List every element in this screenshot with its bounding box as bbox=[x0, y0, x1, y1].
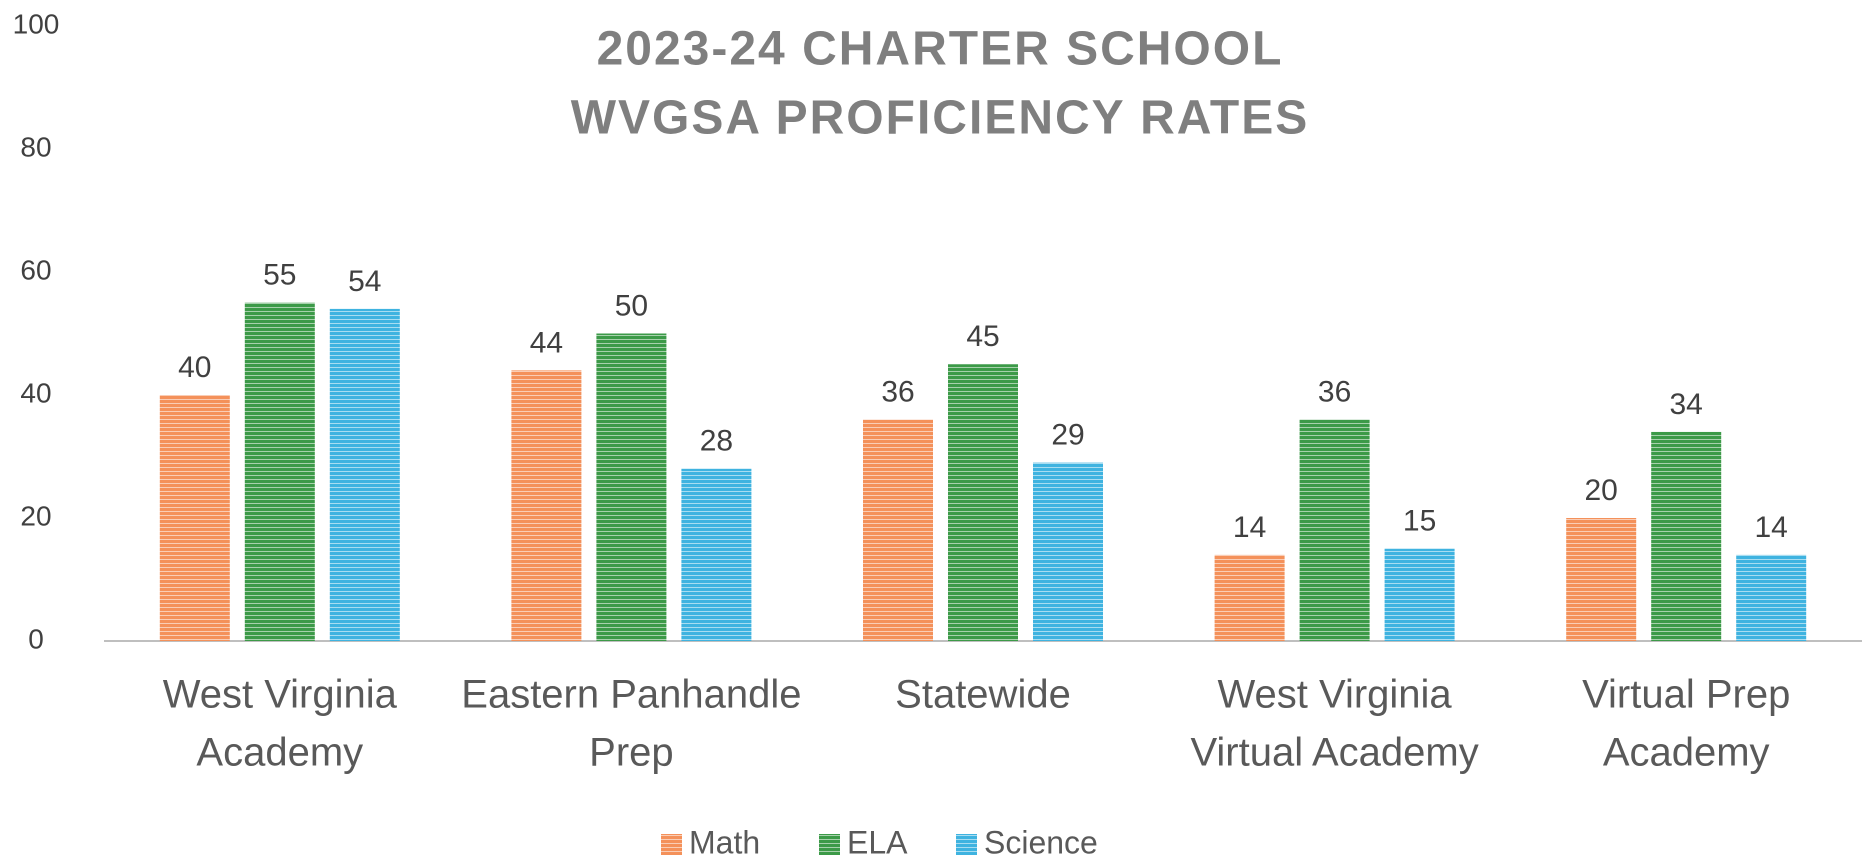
y-tick-label: 40 bbox=[20, 377, 51, 408]
y-tick-label: 0 bbox=[28, 623, 44, 654]
legend-swatch bbox=[661, 834, 682, 855]
bar bbox=[329, 308, 400, 641]
x-tick-label: Statewide bbox=[895, 673, 1071, 717]
legend-swatch bbox=[956, 834, 977, 855]
data-label: 34 bbox=[1670, 388, 1703, 421]
x-tick-label: Prep bbox=[589, 731, 674, 775]
bar bbox=[1651, 431, 1722, 641]
y-tick-label: 80 bbox=[20, 131, 51, 162]
bar bbox=[681, 468, 752, 641]
x-tick-label: Virtual Prep bbox=[1582, 673, 1790, 717]
bar bbox=[863, 419, 933, 641]
legend-label: ELA bbox=[847, 824, 908, 860]
data-label: 40 bbox=[178, 351, 211, 384]
data-label: 29 bbox=[1051, 419, 1084, 452]
bar bbox=[244, 302, 315, 641]
data-label: 28 bbox=[700, 425, 733, 458]
legend-label: Science bbox=[984, 824, 1098, 860]
x-tick-label: Academy bbox=[196, 731, 363, 775]
bar bbox=[1214, 554, 1285, 641]
data-label: 50 bbox=[615, 289, 648, 322]
chart-title: 2023-24 CHARTER SCHOOL bbox=[597, 23, 1284, 76]
bar bbox=[1566, 518, 1637, 641]
data-label: 44 bbox=[530, 326, 563, 359]
x-tick-label: Eastern Panhandle bbox=[461, 673, 801, 717]
data-label: 36 bbox=[881, 376, 914, 409]
data-label: 20 bbox=[1585, 474, 1618, 507]
bar bbox=[948, 364, 1018, 641]
data-label: 45 bbox=[966, 320, 999, 353]
bar bbox=[1384, 548, 1455, 641]
x-tick-label: West Virginia bbox=[163, 673, 398, 717]
bar bbox=[1736, 554, 1807, 641]
y-tick-label: 60 bbox=[20, 254, 51, 285]
bar bbox=[159, 395, 230, 641]
bar bbox=[596, 333, 667, 641]
data-label: 14 bbox=[1755, 511, 1788, 544]
y-tick-label: 20 bbox=[20, 500, 51, 531]
data-label: 36 bbox=[1318, 376, 1351, 409]
data-label: 15 bbox=[1403, 505, 1436, 538]
bar bbox=[1033, 462, 1103, 641]
bar bbox=[511, 370, 582, 641]
data-label: 14 bbox=[1233, 511, 1266, 544]
chart-title: WVGSA PROFICIENCY RATES bbox=[571, 92, 1310, 145]
bar bbox=[1299, 419, 1370, 641]
data-label: 55 bbox=[263, 259, 296, 292]
legend-label: Math bbox=[689, 824, 760, 860]
x-tick-label: West Virginia bbox=[1218, 673, 1453, 717]
x-tick-label: Academy bbox=[1603, 731, 1770, 775]
data-label: 54 bbox=[348, 265, 381, 298]
y-tick-label: 100 bbox=[13, 8, 60, 39]
x-tick-label: Virtual Academy bbox=[1190, 731, 1478, 775]
legend-swatch bbox=[819, 834, 840, 855]
